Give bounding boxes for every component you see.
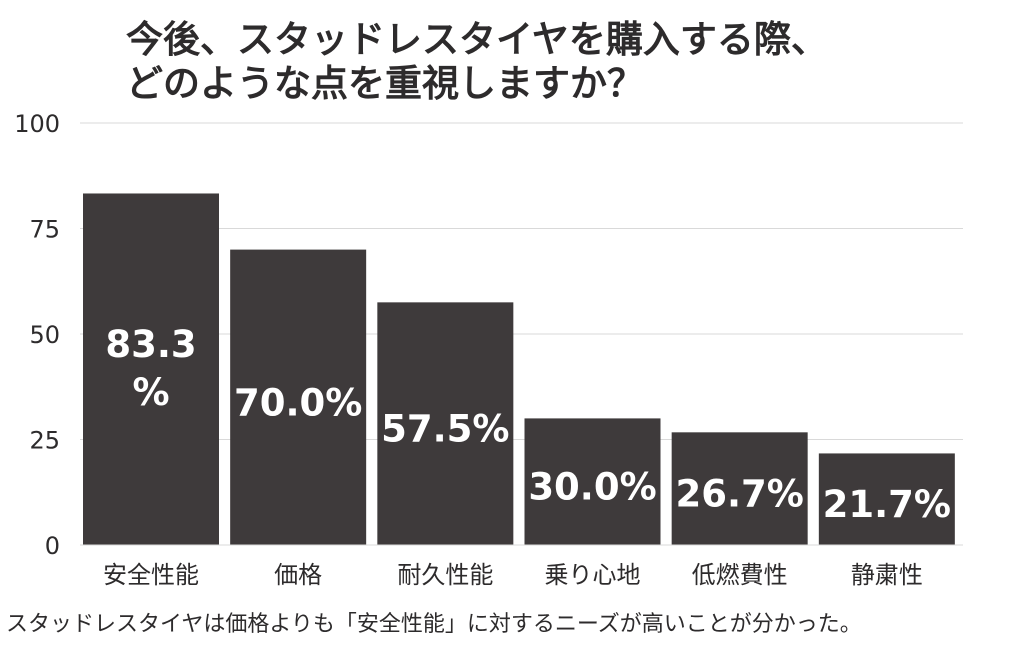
y-tick-label: 0 bbox=[45, 532, 60, 560]
x-tick-label: 乗り心地 bbox=[545, 561, 641, 589]
x-tick-label: 安全性能 bbox=[103, 561, 199, 589]
chart-title-line-1: 今後、スタッドレスタイヤを購入する際、 bbox=[126, 18, 828, 61]
bar bbox=[818, 453, 955, 545]
y-tick-label: 75 bbox=[29, 216, 60, 244]
bar-value-label: % bbox=[132, 371, 169, 414]
bar-value-label: 70.0% bbox=[234, 381, 362, 424]
bar bbox=[377, 302, 514, 545]
x-tick-label: 静粛性 bbox=[851, 561, 923, 589]
x-tick-label: 低燃費性 bbox=[692, 561, 788, 589]
bar-value-label: 26.7% bbox=[675, 473, 803, 516]
chart-caption: スタッドレスタイヤは価格よりも「安全性能」に対するニーズが高いことが分かった。 bbox=[6, 612, 862, 637]
bar-value-label: 21.7% bbox=[823, 483, 951, 526]
y-tick-label: 50 bbox=[29, 321, 60, 349]
x-tick-label: 耐久性能 bbox=[397, 561, 493, 589]
bar bbox=[671, 432, 808, 545]
bar-value-label: 57.5% bbox=[381, 408, 509, 451]
chart-title: 今後、スタッドレスタイヤを購入する際、 どのような点を重視しますか？ bbox=[0, 18, 1014, 106]
chart-title-line-2: どのような点を重視しますか？ bbox=[126, 62, 644, 105]
y-tick-label: 100 bbox=[14, 110, 60, 138]
y-tick-label: 25 bbox=[29, 427, 60, 455]
x-tick-label: 価格 bbox=[274, 561, 322, 589]
bar bbox=[83, 193, 219, 545]
bar-value-label: 30.0% bbox=[528, 466, 656, 509]
bar bbox=[230, 249, 367, 545]
bar bbox=[524, 418, 661, 545]
bar-value-label: 83.3 bbox=[105, 323, 196, 366]
